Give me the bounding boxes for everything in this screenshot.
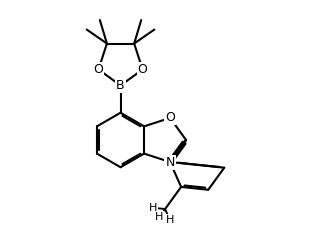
Text: H: H [155, 212, 163, 222]
Text: N: N [165, 155, 175, 169]
Text: O: O [138, 63, 147, 76]
Text: O: O [165, 112, 175, 124]
Text: B: B [116, 79, 125, 92]
Text: H: H [149, 203, 157, 213]
Text: O: O [94, 63, 104, 76]
Text: H: H [166, 215, 174, 225]
